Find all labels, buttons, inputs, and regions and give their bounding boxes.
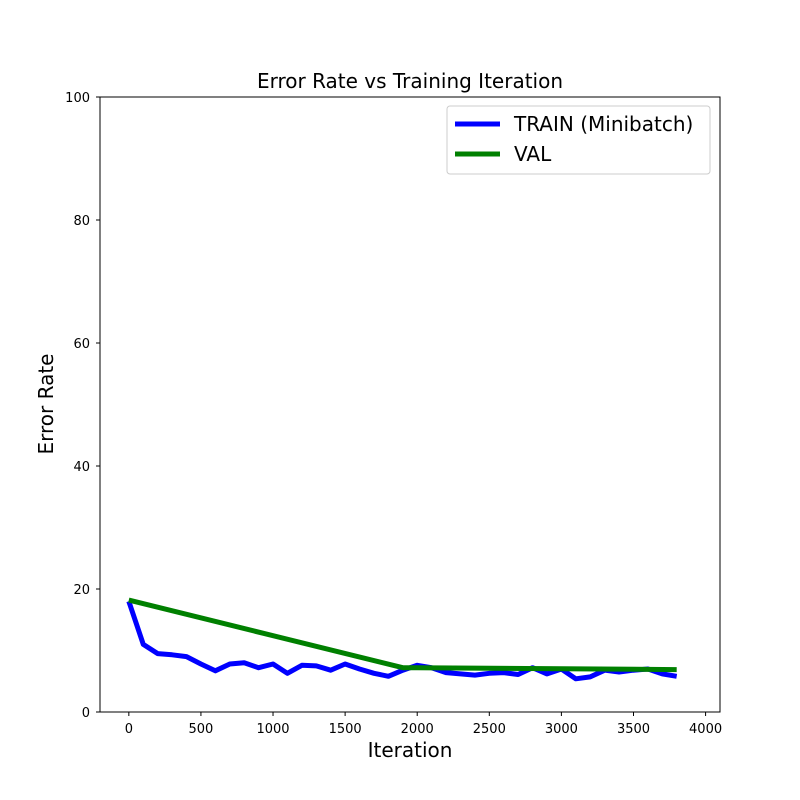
x-tick-label: 4000 — [689, 722, 722, 737]
y-tick-label: 20 — [73, 583, 90, 598]
plot-frame — [99, 96, 721, 713]
axis-ticks: 0 500 1000 1500 2000 2500 3000 3500 4000 0 20 40 60 8… — [65, 91, 722, 737]
y-tick-label: 80 — [73, 214, 90, 229]
y-tick-label: 0 — [82, 706, 90, 721]
legend: TRAIN (Minibatch) VAL — [446, 105, 711, 175]
y-axis-label: Error Rate — [34, 354, 58, 455]
y-tick-label: 40 — [73, 460, 90, 475]
x-tick-label: 2500 — [473, 722, 506, 737]
legend-box — [446, 105, 711, 175]
series-line-1 — [128, 597, 677, 673]
x-tick-label: 3000 — [545, 722, 578, 737]
x-tick-label: 3500 — [617, 722, 650, 737]
x-tick-label: 0 — [125, 722, 133, 737]
y-tick-label: 100 — [65, 91, 90, 106]
x-tick-label: 1500 — [329, 722, 362, 737]
chart-title: Error Rate vs Training Iteration — [257, 69, 563, 93]
x-tick-label: 2000 — [401, 722, 434, 737]
legend-label-1: VAL — [514, 142, 552, 166]
y-tick-label: 60 — [73, 337, 90, 352]
x-axis-label: Iteration — [368, 738, 453, 762]
legend-label-0: TRAIN (Minibatch) — [513, 112, 693, 136]
plot-area — [99, 96, 721, 713]
x-tick-label: 500 — [189, 722, 214, 737]
x-tick-label: 1000 — [256, 722, 289, 737]
